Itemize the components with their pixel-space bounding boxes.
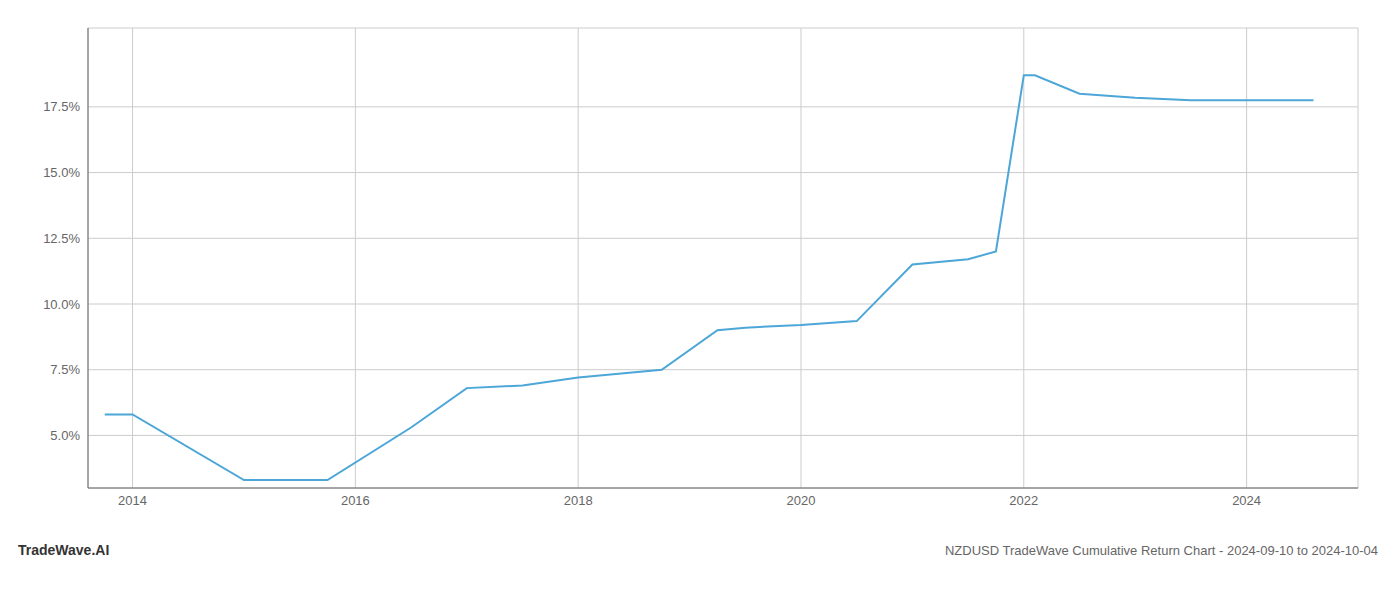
svg-text:7.5%: 7.5% [50,362,80,377]
svg-text:2020: 2020 [787,493,816,508]
svg-text:2016: 2016 [341,493,370,508]
svg-text:2024: 2024 [1232,493,1261,508]
html-text:NZDUSD TradeWave Cumulative Re: NZDUSD TradeWave Cumulative Return Chart… [944,543,1378,558]
svg-text:2022: 2022 [1009,493,1038,508]
svg-text:17.5%: 17.5% [43,99,80,114]
svg-text:2014: 2014 [118,493,147,508]
svg-text:5.0%: 5.0% [50,428,80,443]
svg-text:12.5%: 12.5% [43,231,80,246]
svg-text:15.0%: 15.0% [43,165,80,180]
svg-text:10.0%: 10.0% [43,297,80,312]
html-text:TradeWave.AI: TradeWave.AI [18,542,110,558]
svg-text:2018: 2018 [564,493,593,508]
